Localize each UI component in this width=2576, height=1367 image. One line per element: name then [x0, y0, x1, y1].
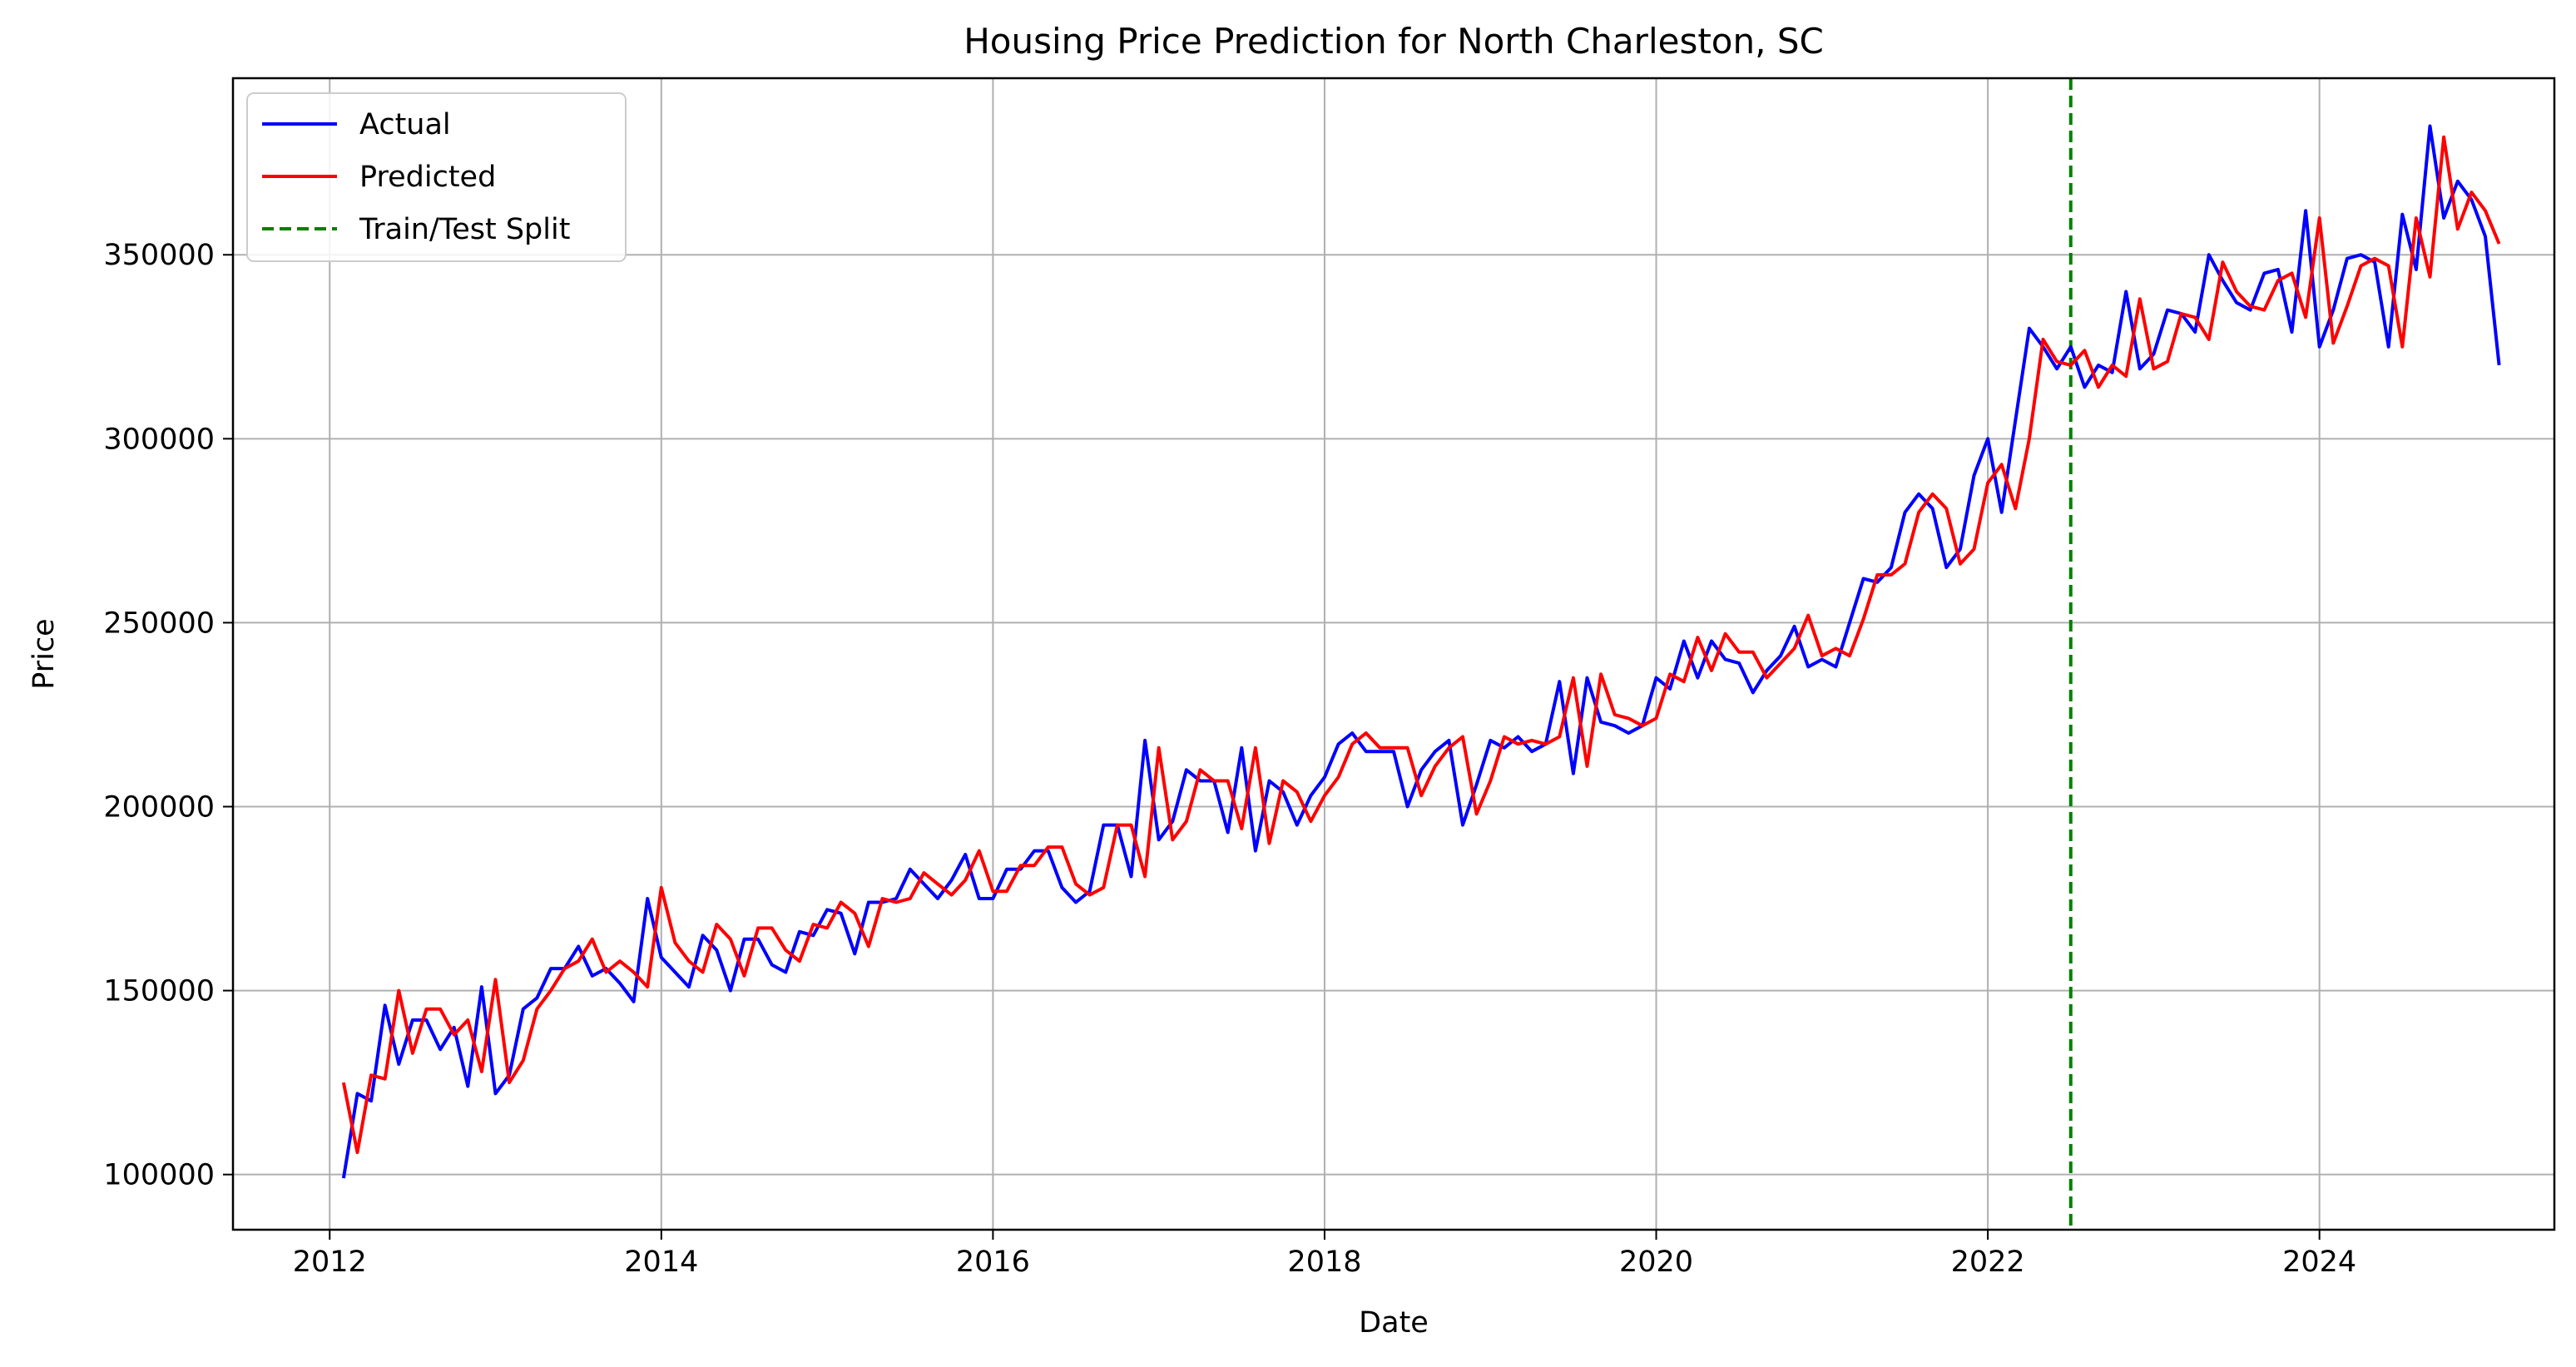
y-tick-label-250000: 250000 — [103, 607, 215, 640]
legend: Actual Predicted Train/Test Split — [246, 92, 627, 262]
x-axis-label: Date — [1359, 1306, 1429, 1340]
y-tick-label-100000: 100000 — [103, 1159, 215, 1192]
y-tick-label-200000: 200000 — [103, 791, 215, 825]
x-tick-label-2024: 2024 — [2282, 1246, 2356, 1279]
x-tick-label-2012: 2012 — [293, 1246, 367, 1279]
series-line-predicted — [341, 135, 2501, 1155]
x-tick-label-2020: 2020 — [1619, 1246, 1693, 1279]
legend-label-actual: Actual — [359, 108, 451, 141]
x-tick-label-2022: 2022 — [1951, 1246, 2025, 1279]
y-axis-label: Price — [27, 618, 61, 689]
y-tick-label-150000: 150000 — [103, 975, 215, 1008]
x-tick-label-2016: 2016 — [956, 1246, 1030, 1279]
x-tick-label-2014: 2014 — [624, 1246, 698, 1279]
chart-title: Housing Price Prediction for North Charl… — [964, 21, 1824, 62]
x-tick-label-2018: 2018 — [1287, 1246, 1361, 1279]
axis-ticks: 2012 2014 2016 2018 2020 2022 2024 100000 150000… — [103, 239, 2356, 1279]
legend-box — [246, 92, 627, 262]
series-layer — [341, 124, 2501, 1179]
legend-label-split: Train/Test Split — [359, 213, 570, 246]
y-tick-label-350000: 350000 — [103, 239, 215, 272]
series-line-actual — [341, 124, 2501, 1179]
grid-lines — [233, 78, 2554, 1230]
y-tick-label-300000: 300000 — [103, 423, 215, 456]
legend-label-predicted: Predicted — [359, 161, 496, 194]
plot-area-frame — [231, 77, 2556, 1231]
